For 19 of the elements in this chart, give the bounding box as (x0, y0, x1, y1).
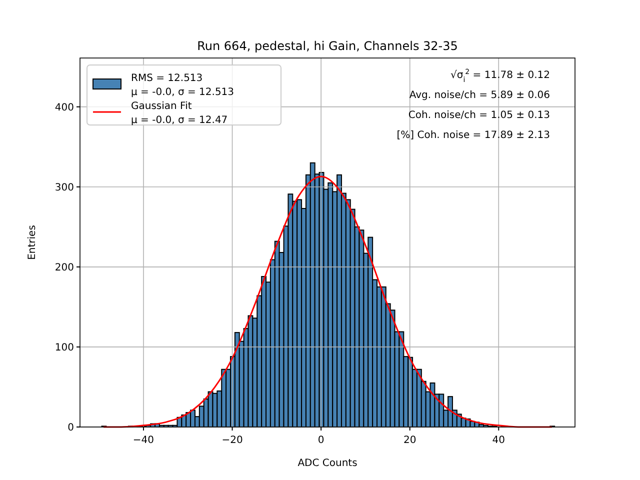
x-tick-label: 20 (403, 435, 416, 446)
annotation: Avg. noise/ch = 5.89 ± 0.06 (409, 90, 550, 101)
legend-label: Gaussian Fit μ = -0.0, σ = 12.47 (131, 101, 228, 126)
y-tick-label: 400 (54, 102, 74, 114)
y-tick-label: 300 (54, 182, 74, 194)
x-tick-label: 0 (318, 435, 324, 446)
x-axis-title: ADC Counts (298, 458, 358, 469)
y-tick-label: 100 (54, 342, 74, 354)
annotation: √σ$_{i}$$^{2}$ = 11.78 ± 0.12 (450, 68, 550, 84)
y-tick-label: 0 (68, 422, 74, 434)
y-axis-title: Entries (27, 225, 38, 260)
chart-title: Run 664, pedestal, hi Gain, Channels 32-35 (197, 39, 458, 53)
y-tick-label: 200 (54, 262, 74, 274)
legend-label: RMS = 12.513 μ = -0.0, σ = 12.513 (131, 73, 234, 98)
annotation: Coh. noise/ch = 1.05 ± 0.13 (408, 110, 550, 121)
x-tick-label: −20 (222, 435, 243, 446)
x-tick-label: 40 (492, 435, 506, 446)
x-tick-label: −40 (132, 435, 154, 446)
annotation: [%] Coh. noise = 17.89 ± 2.13 (396, 130, 550, 141)
